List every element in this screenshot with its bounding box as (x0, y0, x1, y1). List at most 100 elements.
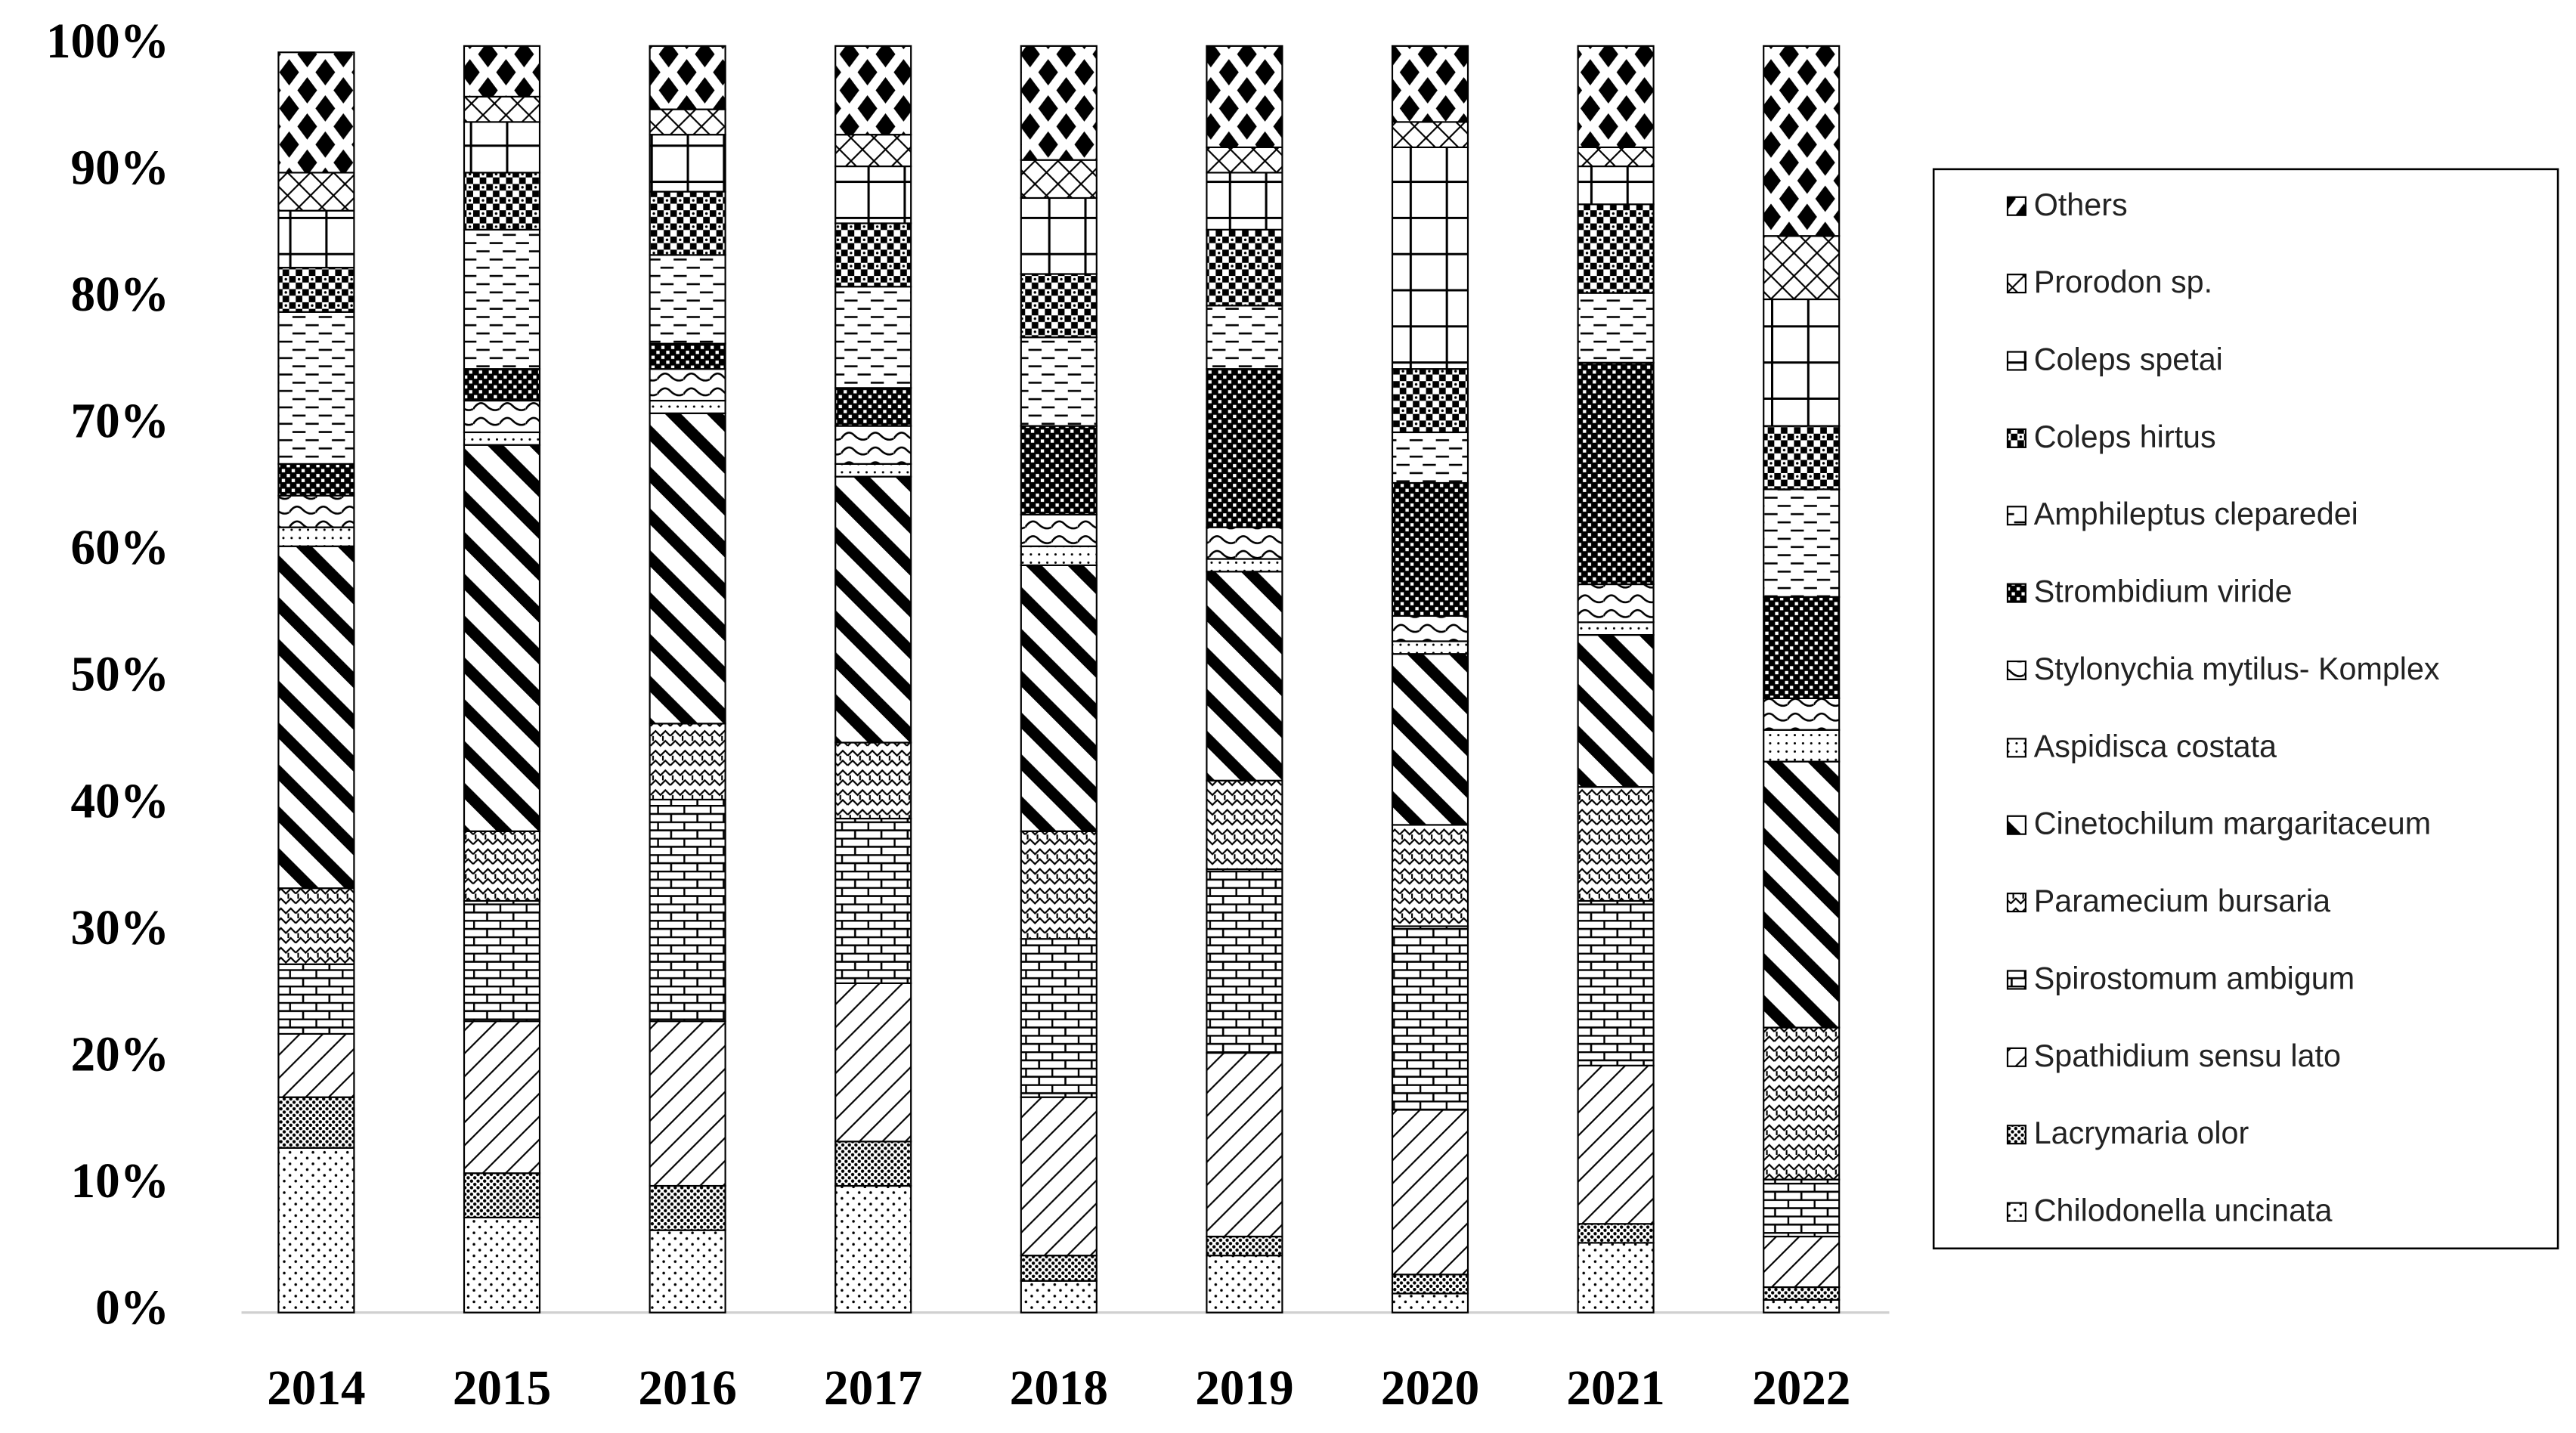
bar-segment (1391, 653, 1469, 826)
legend-label: Cinetochilum margaritaceum (2034, 806, 2431, 841)
legend-box (1932, 168, 2559, 1250)
legend-label: Coleps hirtus (2034, 419, 2216, 454)
bar-segment (463, 399, 541, 434)
y-tick-label: 100% (46, 14, 169, 69)
legend-swatch (2006, 1202, 2026, 1222)
y-tick-label: 30% (71, 901, 169, 955)
bar-segment (463, 228, 541, 370)
bar-segment (1577, 621, 1655, 636)
bar-segment (649, 1229, 726, 1314)
bar-segment (277, 311, 355, 465)
bar-segment (1577, 203, 1655, 294)
bar-segment (649, 45, 726, 110)
bar-segment (834, 425, 912, 465)
x-tick-label: 2021 (1566, 1361, 1664, 1416)
bar-segment (1020, 1280, 1098, 1314)
bar-segment (1577, 165, 1655, 206)
bar-segment (1577, 786, 1655, 902)
bar-segment (277, 1096, 355, 1149)
bar-segment (649, 399, 726, 414)
bar-segment (1391, 481, 1469, 617)
legend-label: Spathidium sensu lato (2034, 1038, 2341, 1073)
bar-segment (1020, 159, 1098, 200)
bar-segment (1206, 368, 1283, 528)
bar-segment (1206, 558, 1283, 573)
bar-segment (277, 51, 355, 174)
legend-label: Lacrymaria olor (2034, 1116, 2249, 1150)
bar-segment (277, 267, 355, 313)
y-tick-label: 60% (71, 521, 169, 575)
bar-segment (463, 95, 541, 123)
legend-swatch (2006, 196, 2026, 216)
bar-segment (1391, 640, 1469, 655)
legend-swatch (2006, 738, 2026, 758)
bar-segment (649, 368, 726, 402)
bar-segment (1391, 146, 1469, 370)
bar-segment (649, 254, 726, 345)
bar-segment (463, 444, 541, 832)
y-tick-label: 70% (71, 395, 169, 449)
bar-segment (277, 463, 355, 497)
bar-segment (1391, 1109, 1469, 1276)
legend-label: Paramecium bursaria (2034, 884, 2330, 918)
legend-swatch (2006, 660, 2026, 681)
x-tick-label: 2014 (267, 1361, 365, 1416)
bar-segment (277, 1147, 355, 1314)
bar-segment (277, 209, 355, 269)
bar-segment (1206, 1051, 1283, 1238)
bar-segment (1577, 361, 1655, 586)
bar-segment (1206, 779, 1283, 871)
bar-segment (1020, 938, 1098, 1098)
bar-segment (834, 475, 912, 744)
legend-label: Stylonychia mytilus- Komplex (2034, 652, 2440, 686)
y-tick-label: 20% (71, 1027, 169, 1082)
bar-segment (834, 165, 912, 224)
bar-segment (834, 1141, 912, 1187)
y-tick-label: 80% (71, 268, 169, 322)
bar-segment (277, 494, 355, 528)
legend-swatch (2006, 274, 2026, 294)
bar-segment (277, 172, 355, 212)
legend-swatch (2006, 428, 2026, 448)
legend-swatch (2006, 506, 2026, 526)
bar-segment (1391, 1292, 1469, 1314)
legend-label: Prorodon sp. (2034, 265, 2212, 299)
bar-segment (463, 1216, 541, 1314)
legend-swatch (2006, 1125, 2026, 1145)
legend-label: Others (2034, 187, 2128, 222)
x-tick-label: 2015 (453, 1361, 551, 1416)
bar-segment (1763, 1235, 1841, 1289)
bar-segment (1577, 633, 1655, 788)
bar-segment (1577, 583, 1655, 624)
bar-segment (1763, 1178, 1841, 1238)
bar-segment (834, 45, 912, 136)
bar-segment (1020, 564, 1098, 832)
bar-segment (1763, 425, 1841, 491)
bar-segment (649, 342, 726, 370)
bar-segment (1206, 1235, 1283, 1257)
bar-segment (1020, 513, 1098, 547)
bar-segment (1763, 1298, 1841, 1314)
bar-segment (1206, 868, 1283, 1054)
bar-segment (834, 741, 912, 820)
bar-segment (1391, 1274, 1469, 1295)
bar-segment (1577, 1064, 1655, 1225)
bar-segment (1020, 45, 1098, 161)
bar-segment (1020, 545, 1098, 566)
legend-swatch (2006, 815, 2026, 835)
x-tick-label: 2022 (1752, 1361, 1850, 1416)
legend-label: Amphileptus cleparedei (2034, 497, 2358, 531)
bar-segment (277, 887, 355, 965)
y-tick-label: 90% (71, 141, 169, 195)
bar-segment (1577, 899, 1655, 1066)
bar-segment (834, 1184, 912, 1314)
bar-segment (834, 817, 912, 984)
legend-swatch (2006, 893, 2026, 913)
bar-segment (463, 830, 541, 902)
bar-segment (1577, 1242, 1655, 1314)
bar-segment (463, 431, 541, 446)
bar-segment (1020, 197, 1098, 275)
legend-label: Chilodonella uncinata (2034, 1193, 2333, 1228)
bar-segment (834, 286, 912, 389)
bar-segment (463, 899, 541, 1023)
